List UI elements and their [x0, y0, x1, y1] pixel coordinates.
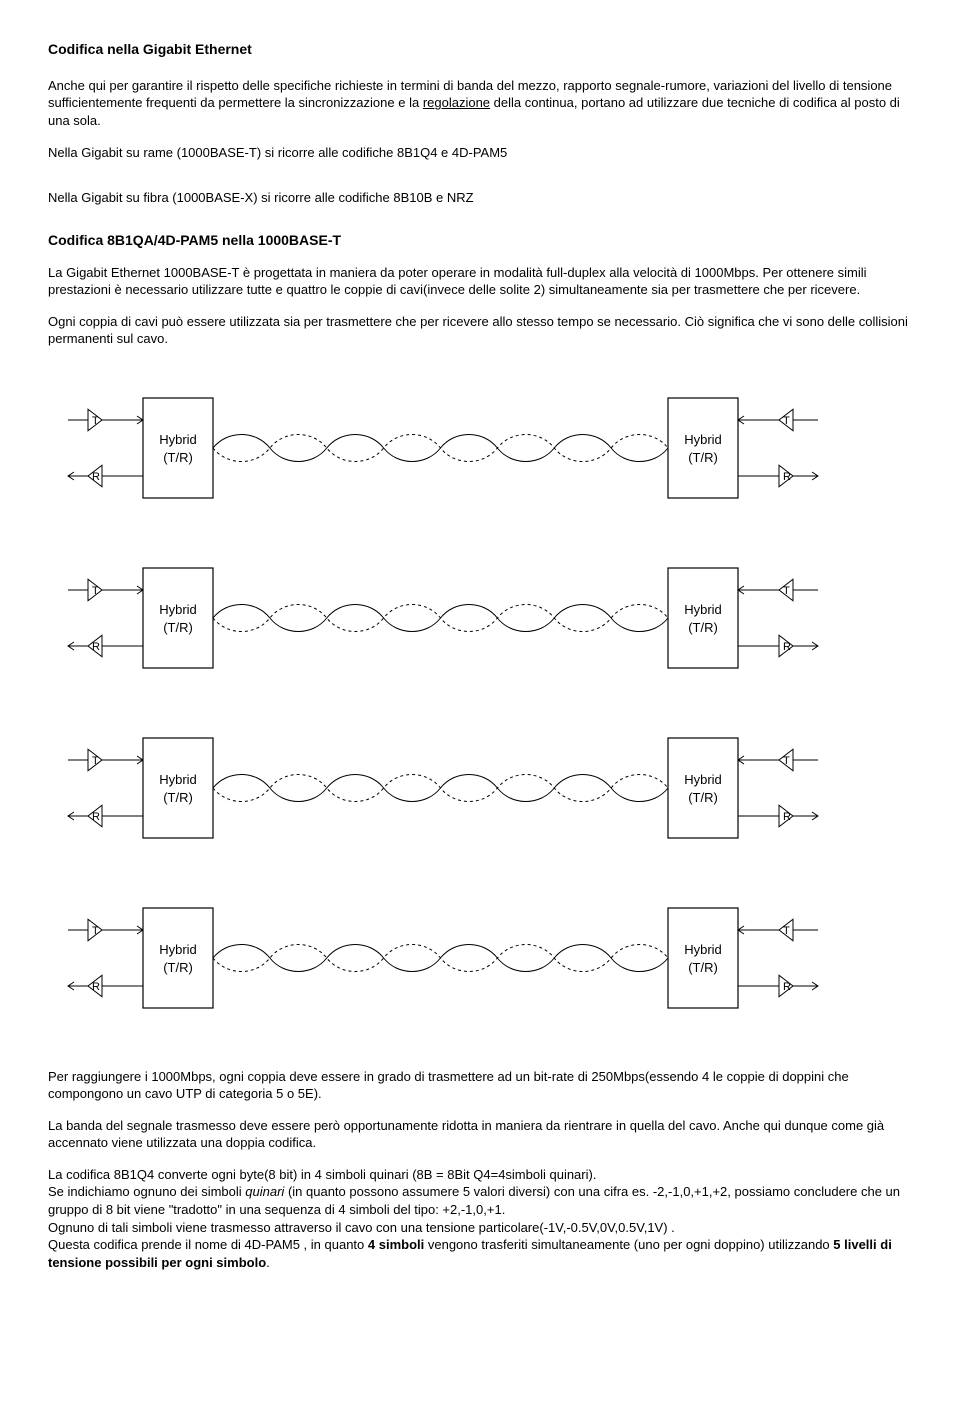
paragraph-fiber: Nella Gigabit su fibra (1000BASE-X) si r…	[48, 189, 912, 207]
svg-text:Hybrid: Hybrid	[684, 432, 722, 447]
svg-text:R: R	[783, 811, 791, 823]
section-heading: Codifica 8B1QA/4D-PAM5 nella 1000BASE-T	[48, 231, 912, 250]
hybrid-pair-row: T R Hybrid (T/R) Hybrid (T/R) T	[48, 548, 912, 688]
paragraph-fullduplex: La Gigabit Ethernet 1000BASE-T è progett…	[48, 264, 912, 299]
paragraph-collisions: Ogni coppia di cavi può essere utilizzat…	[48, 313, 912, 348]
hybrid-pair-row: T R Hybrid (T/R) Hybrid (T/R) T	[48, 378, 912, 518]
svg-text:T: T	[92, 755, 99, 767]
svg-text:T: T	[92, 585, 99, 597]
svg-text:R: R	[92, 811, 100, 823]
svg-text:T: T	[783, 925, 790, 937]
svg-text:(T/R): (T/R)	[163, 450, 193, 465]
svg-text:T: T	[92, 415, 99, 427]
page-title: Codifica nella Gigabit Ethernet	[48, 40, 912, 59]
svg-text:R: R	[92, 641, 100, 653]
text: La codifica 8B1Q4 converte ogni byte(8 b…	[48, 1167, 596, 1182]
svg-text:T: T	[783, 585, 790, 597]
text: vengono trasferiti simultaneamente (uno …	[424, 1237, 833, 1252]
svg-text:Hybrid: Hybrid	[684, 602, 722, 617]
svg-text:(T/R): (T/R)	[688, 790, 718, 805]
hybrid-pair-row: T R Hybrid (T/R) Hybrid (T/R) T	[48, 888, 912, 1028]
svg-text:Hybrid: Hybrid	[684, 772, 722, 787]
svg-text:(T/R): (T/R)	[688, 960, 718, 975]
svg-text:R: R	[783, 471, 791, 483]
svg-text:T: T	[783, 755, 790, 767]
svg-text:(T/R): (T/R)	[163, 960, 193, 975]
paragraph-copper: Nella Gigabit su rame (1000BASE-T) si ri…	[48, 144, 912, 162]
svg-text:R: R	[783, 641, 791, 653]
svg-text:(T/R): (T/R)	[163, 790, 193, 805]
text-italic: quinari	[245, 1184, 284, 1199]
svg-text:R: R	[92, 981, 100, 993]
svg-text:T: T	[783, 415, 790, 427]
svg-text:Hybrid: Hybrid	[159, 942, 197, 957]
paragraph-intro: Anche qui per garantire il rispetto dell…	[48, 77, 912, 130]
text: Questa codifica prende il nome di 4D-PAM…	[48, 1237, 368, 1252]
svg-text:Hybrid: Hybrid	[159, 772, 197, 787]
text-underlined: regolazione	[423, 95, 490, 110]
svg-text:(T/R): (T/R)	[163, 620, 193, 635]
text: Se indichiamo ognuno dei simboli	[48, 1184, 245, 1199]
text: Ognuno di tali simboli viene trasmesso a…	[48, 1220, 675, 1235]
svg-text:(T/R): (T/R)	[688, 450, 718, 465]
paragraph-bandwidth: La banda del segnale trasmesso deve esse…	[48, 1117, 912, 1152]
svg-text:Hybrid: Hybrid	[684, 942, 722, 957]
svg-text:R: R	[92, 471, 100, 483]
svg-text:Hybrid: Hybrid	[159, 602, 197, 617]
hybrid-pair-row: T R Hybrid (T/R) Hybrid (T/R) T	[48, 718, 912, 858]
paragraph-encoding: La codifica 8B1Q4 converte ogni byte(8 b…	[48, 1166, 912, 1271]
svg-text:(T/R): (T/R)	[688, 620, 718, 635]
hybrid-diagram: T R Hybrid (T/R) Hybrid (T/R) T	[48, 378, 912, 1028]
svg-text:T: T	[92, 925, 99, 937]
text: .	[266, 1255, 270, 1270]
svg-text:R: R	[783, 981, 791, 993]
paragraph-bitrate: Per raggiungere i 1000Mbps, ogni coppia …	[48, 1068, 912, 1103]
text-bold: 4 simboli	[368, 1237, 424, 1252]
svg-text:Hybrid: Hybrid	[159, 432, 197, 447]
